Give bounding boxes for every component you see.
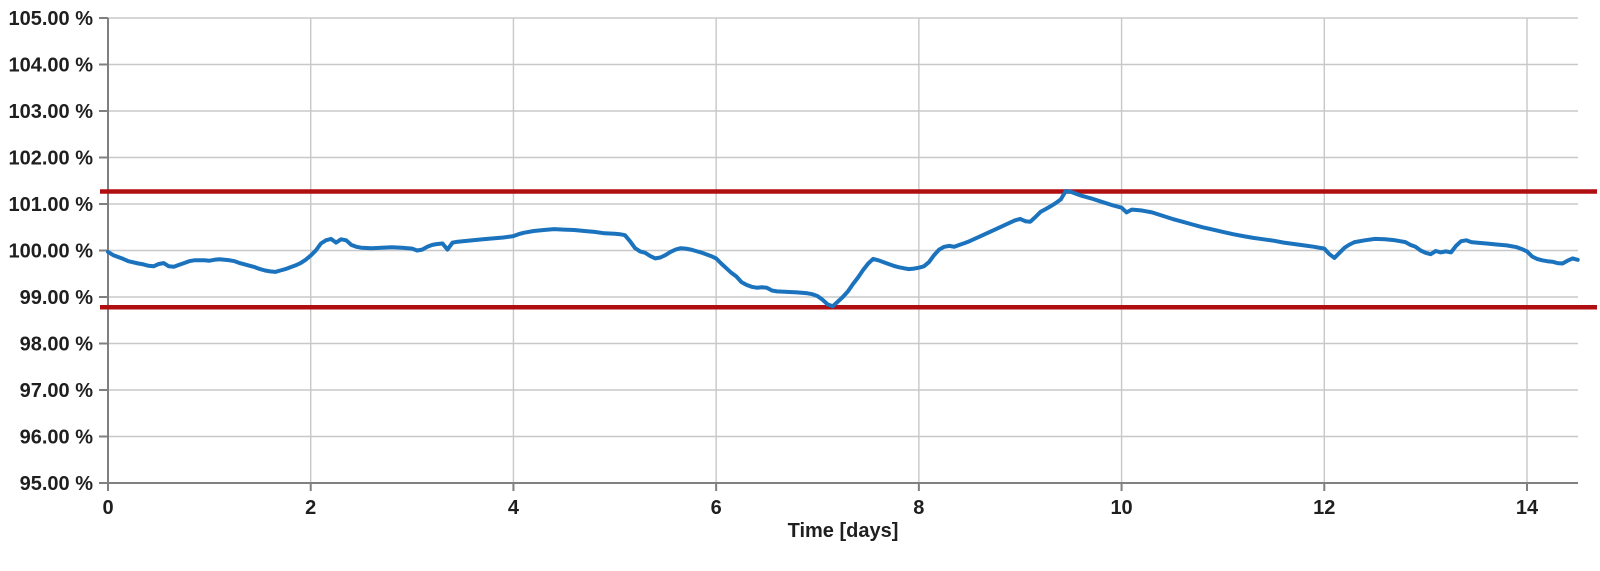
y-axis-tick-label: 95.00 %	[20, 473, 94, 495]
y-axis-tick-label: 99.00 %	[20, 287, 94, 309]
x-axis-tick-label: 6	[711, 497, 722, 519]
y-axis-tick-label: 97.00 %	[20, 380, 94, 402]
x-axis-tick-label: 10	[1110, 497, 1132, 519]
y-axis-tick-label: 102.00 %	[8, 148, 93, 170]
y-axis-tick-label: 100.00 %	[8, 241, 93, 263]
x-axis-tick-label: 14	[1516, 497, 1539, 519]
x-axis-tick-label: 12	[1313, 497, 1335, 519]
y-axis-tick-label: 98.00 %	[20, 334, 94, 356]
x-axis-title: Time [days]	[787, 520, 899, 542]
x-axis-tick-label: 8	[913, 497, 924, 519]
y-axis-tick-label: 105.00 %	[8, 8, 93, 30]
y-axis-tick-label: 101.00 %	[8, 194, 93, 216]
y-axis-tick-label: 104.00 %	[8, 55, 93, 77]
relative-signal-series-line	[106, 189, 1580, 309]
x-axis-tick-label: 2	[305, 497, 316, 519]
x-axis-tick-label: 0	[102, 497, 113, 519]
y-axis-tick-label: 103.00 %	[8, 101, 93, 123]
y-axis-tick-label: 96.00 %	[20, 427, 94, 449]
x-axis-tick-label: 4	[508, 497, 520, 519]
